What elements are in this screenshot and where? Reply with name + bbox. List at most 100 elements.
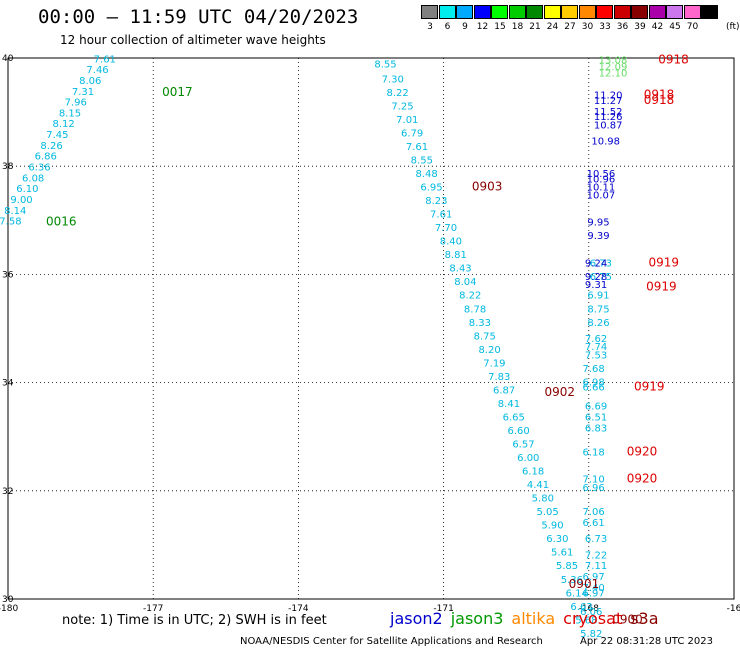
swh-value-label: 13.08 <box>599 55 628 66</box>
scale-swatch <box>578 5 596 19</box>
time-label: 0902 <box>544 385 575 399</box>
swh-value-label: 5.80 <box>532 494 554 505</box>
scale-swatch <box>631 5 648 19</box>
time-label: 0918 <box>658 52 689 66</box>
scale-label: 24 <box>546 22 559 32</box>
swh-value-label: 7.83 <box>488 372 510 383</box>
time-label: 0919 <box>649 255 680 269</box>
scale-label: 42 <box>651 22 664 32</box>
swh-value-label: 11.27 <box>594 96 623 107</box>
swh-value-label: 8.33 <box>469 318 491 329</box>
time-label: 0016 <box>46 215 77 229</box>
swh-value-label: 6.79 <box>401 128 423 139</box>
time-label: 0919 <box>646 280 677 294</box>
footer-credit: NOAA/NESDIS Center for Satellite Applica… <box>240 636 543 647</box>
footer-timestamp: Apr 22 08:31:28 UTC 2023 <box>580 636 713 647</box>
swh-value-label: 6.98 <box>583 377 605 388</box>
swh-value-label: 6.91 <box>587 291 609 302</box>
scale-label: 9 <box>462 22 468 32</box>
swh-value-label: 11.26 <box>594 112 623 123</box>
swh-value-label: 6.08 <box>22 173 44 184</box>
scale-label: 12 <box>476 22 489 32</box>
swh-value-label: 7.68 <box>583 364 605 375</box>
swh-value-label: 6.75 <box>590 272 612 283</box>
satellite-legend: jason2 jason3 altika cryosat s3a <box>390 609 667 628</box>
swh-value-label: 8.81 <box>445 250 467 261</box>
swh-value-label: 10.87 <box>594 120 623 131</box>
swh-value-label: 8.48 <box>416 169 438 180</box>
swh-value-label: 8.78 <box>464 304 486 315</box>
scale-label: 3 <box>427 22 433 32</box>
swh-value-label: 8.20 <box>478 345 500 356</box>
swh-value-label: 7.10 <box>583 475 605 486</box>
swh-value-label: 8.04 <box>454 277 476 288</box>
swh-value-label: 7.96 <box>65 98 87 109</box>
swh-value-label: 8.14 <box>4 206 26 217</box>
y-tick-label: 38 <box>2 162 14 172</box>
scale-label: 15 <box>494 22 506 32</box>
chart-title: 00:00 – 11:59 UTC 04/20/2023 <box>38 6 359 28</box>
swh-value-label: 8.22 <box>386 88 408 99</box>
y-tick-label: 32 <box>2 487 13 497</box>
plot-frame <box>7 57 735 600</box>
swh-value-label: 8.06 <box>79 76 101 87</box>
chart-subtitle: 12 hour collection of altimeter wave hei… <box>60 33 326 47</box>
scale-swatch <box>491 5 508 19</box>
swh-value-label: 7.53 <box>585 350 607 361</box>
x-tick-label: -180 <box>0 604 18 614</box>
y-tick-label: 36 <box>2 270 14 280</box>
swh-value-label: 6.73 <box>585 534 607 545</box>
swh-value-label: 7.61 <box>430 210 452 221</box>
scale-swatch <box>613 5 631 19</box>
x-tick-label: -171 <box>433 604 453 614</box>
time-label: 0920 <box>627 472 658 486</box>
scale-label: 18 <box>511 22 524 32</box>
swh-value-label: 7.61 <box>406 142 428 153</box>
scale-swatch <box>508 5 526 19</box>
footer-note: note: 1) Time is in UTC; 2) SWH is in fe… <box>62 613 327 628</box>
swh-value-label: 6.14 <box>566 588 588 599</box>
satellite-legend-item: altika <box>511 609 556 628</box>
scale-label: 39 <box>634 22 646 32</box>
scale-swatch <box>473 5 491 19</box>
swh-value-label: 7.31 <box>72 87 94 98</box>
swh-value-label: 7.74 <box>585 342 607 353</box>
y-tick-label: 34 <box>2 379 14 389</box>
swh-value-label: 8.75 <box>474 331 496 342</box>
swh-value-label: 6.65 <box>503 412 525 423</box>
swh-value-label: 6.18 <box>522 467 544 478</box>
scale-swatch <box>561 5 578 19</box>
scale-label: 30 <box>581 22 594 32</box>
scale-swatch <box>701 5 718 19</box>
time-label: 0901 <box>569 577 600 591</box>
swh-value-label: 8.55 <box>374 60 396 71</box>
x-tick-label: -177 <box>143 604 163 614</box>
satellite-legend-item: s3a <box>630 609 659 628</box>
swh-value-label: 8.43 <box>449 264 471 275</box>
swh-value-label: 8.26 <box>587 318 609 329</box>
swh-value-label: 6.51 <box>585 412 607 423</box>
x-tick-label: -174 <box>288 604 309 614</box>
scale-label: 33 <box>599 22 611 32</box>
swh-value-label: 9.00 <box>10 195 32 206</box>
y-tick-label: 30 <box>2 595 14 605</box>
swh-value-label: 10.07 <box>587 191 616 202</box>
scale-label: 6 <box>444 22 451 32</box>
swh-value-label: 7.40 <box>583 583 605 594</box>
swh-value-label: 9.24 <box>585 258 607 269</box>
swh-value-label: 6.61 <box>583 518 605 529</box>
scale-swatch <box>438 5 456 19</box>
swh-value-label: 6.57 <box>512 440 534 451</box>
swh-value-label: 7.25 <box>391 101 413 112</box>
swh-value-label: 6.60 <box>507 426 529 437</box>
scale-swatch <box>666 5 683 19</box>
swh-value-label: 8.40 <box>440 237 462 248</box>
swh-value-label: 12.09 <box>599 62 628 73</box>
scale-swatch <box>543 5 561 19</box>
scale-label: 45 <box>669 22 681 32</box>
satellite-legend-item: jason2 <box>390 609 443 628</box>
swh-value-label: 6.97 <box>583 572 605 583</box>
swh-value-label: 12.10 <box>599 68 628 79</box>
swh-value-label: 7.19 <box>483 358 505 369</box>
